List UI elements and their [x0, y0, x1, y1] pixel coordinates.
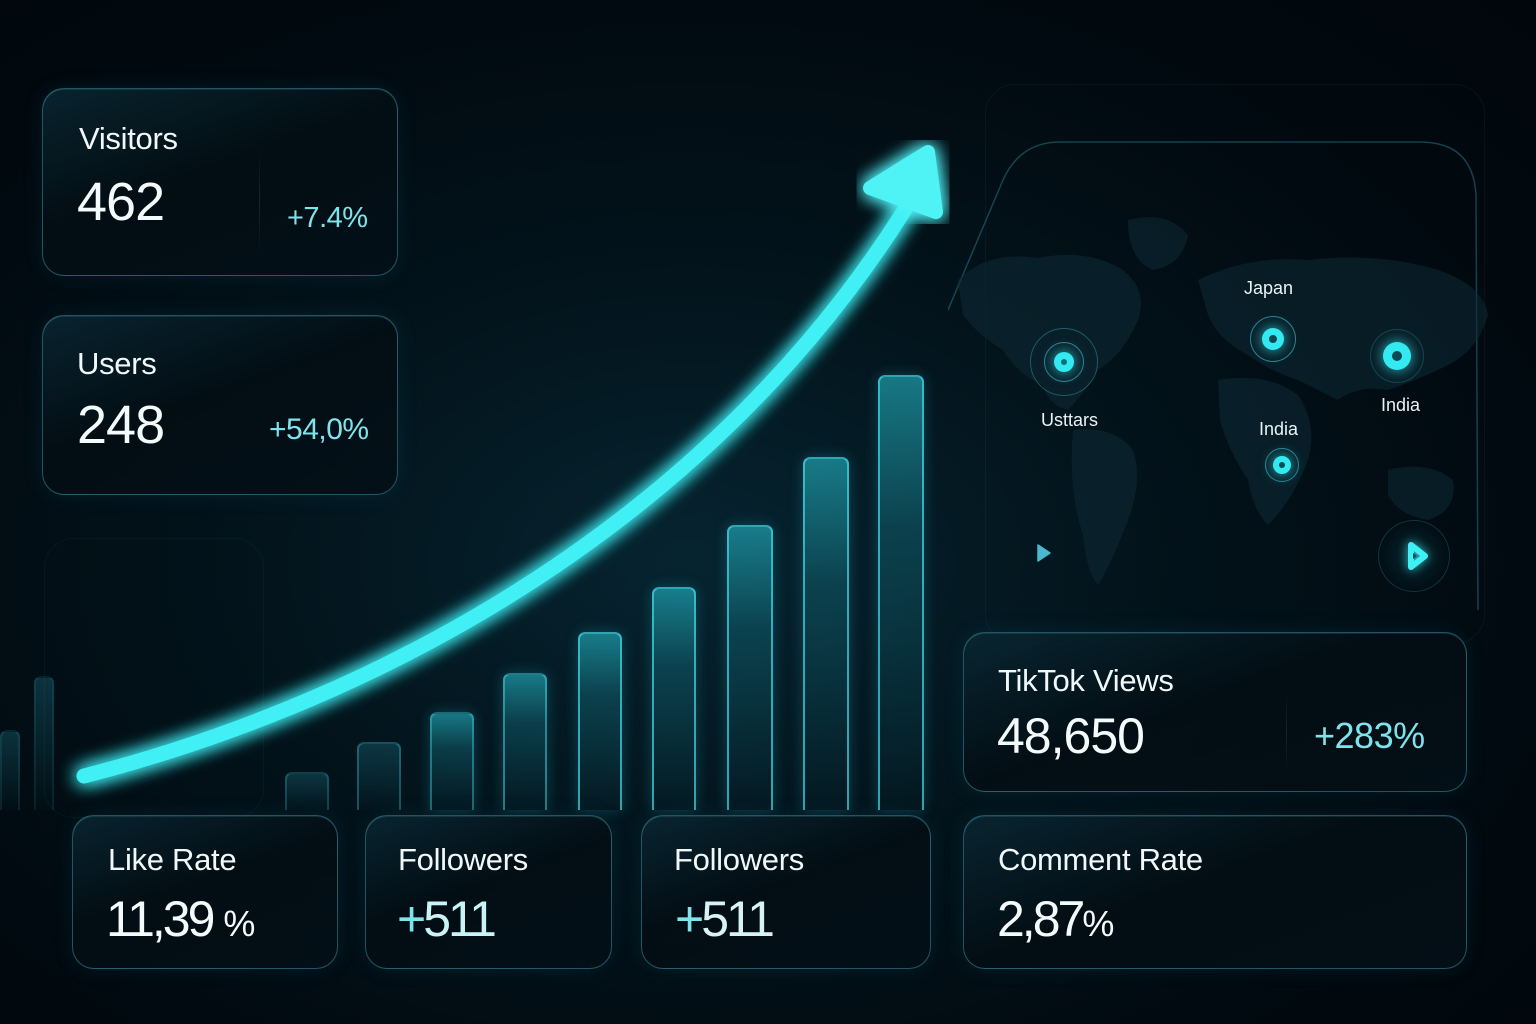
followers-value: +511 [397, 890, 497, 948]
map-marker-india-east[interactable] [1370, 329, 1424, 383]
followers-value: +511 [675, 890, 775, 948]
arrow-up-right-icon [76, 145, 943, 784]
growth-bar-chart [0, 375, 924, 810]
chart-bar-4 [503, 673, 547, 810]
followers-sign: + [397, 891, 426, 947]
chart-bar-0 [0, 730, 20, 810]
chart-bar-ghost [34, 676, 54, 810]
play-icon [1408, 542, 1428, 570]
chart-bar-5 [578, 632, 622, 810]
tiktok-views-card[interactable]: TikTok Views 48,650 +283% [963, 632, 1467, 792]
followers-number: 511 [423, 891, 497, 947]
visitors-delta: +7.4% [287, 202, 368, 234]
followers-sign: + [675, 891, 704, 947]
like-rate-number: 11,39 [106, 891, 215, 947]
play-icon [1037, 544, 1051, 562]
map-play-button-right[interactable] [1378, 520, 1450, 592]
tiktok-views-value: 48,650 [997, 708, 1145, 764]
world-map-panel: Usttars Japan India India [948, 140, 1488, 620]
tiktok-views-label: TikTok Views [998, 663, 1174, 698]
map-label-india-south: India [1259, 419, 1299, 439]
comment-rate-label: Comment Rate [998, 842, 1203, 877]
tiktok-views-delta: +283% [1314, 715, 1425, 756]
followers-number: 511 [701, 891, 775, 947]
chart-bar-6 [652, 587, 696, 810]
like-rate-card[interactable]: Like Rate 11,39 % [72, 815, 338, 969]
divider [1286, 693, 1287, 771]
map-play-button-left[interactable] [1024, 534, 1064, 574]
like-rate-label: Like Rate [108, 842, 237, 877]
map-label-japan: Japan [1244, 278, 1294, 298]
chart-bar-3 [430, 712, 474, 810]
chart-bar-1 [285, 772, 329, 810]
map-panel-frame [948, 141, 1479, 611]
map-marker-india-south[interactable] [1265, 448, 1299, 482]
chart-bar-7 [727, 525, 773, 810]
comment-rate-number: 2,87 [997, 891, 1085, 947]
visitors-label: Visitors [79, 121, 178, 156]
users-label: Users [77, 346, 157, 381]
world-map-icon [958, 217, 1488, 585]
visitors-card[interactable]: Visitors 462 +7.4% [42, 88, 398, 276]
like-rate-value: 11,39 % [106, 890, 255, 948]
users-delta: +54,0% [269, 413, 369, 446]
like-rate-unit: % [223, 903, 256, 944]
followers-card-1[interactable]: Followers +511 [365, 815, 612, 969]
followers-label: Followers [398, 842, 528, 877]
users-card[interactable]: Users 248 +54,0% [42, 315, 398, 495]
map-label-usttars: Usttars [1041, 410, 1099, 430]
chart-bar-2 [357, 742, 401, 810]
followers-label: Followers [674, 842, 804, 877]
chart-bar-9 [878, 375, 924, 810]
users-value: 248 [77, 395, 165, 455]
visitors-value: 462 [77, 172, 165, 232]
map-marker-japan[interactable] [1250, 316, 1296, 362]
followers-card-2[interactable]: Followers +511 [641, 815, 931, 969]
comment-rate-unit: % [1082, 903, 1115, 944]
map-label-india-east: India [1381, 395, 1421, 415]
divider [259, 149, 260, 255]
chart-bar-8 [803, 457, 849, 810]
comment-rate-value: 2,87% [997, 890, 1114, 948]
map-marker-usttars[interactable] [1030, 328, 1098, 396]
comment-rate-card[interactable]: Comment Rate 2,87% [963, 815, 1467, 969]
